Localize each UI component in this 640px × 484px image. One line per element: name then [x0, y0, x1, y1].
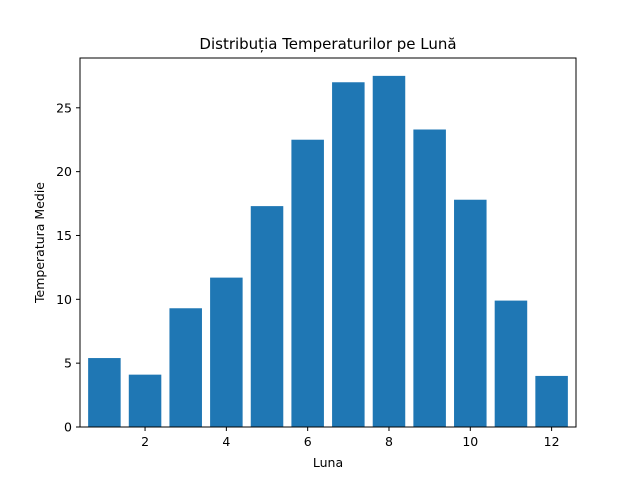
bar-month-10: [454, 199, 487, 427]
bar-month-7: [332, 82, 365, 427]
bar-month-8: [372, 75, 406, 428]
bars-group: [88, 75, 568, 428]
bar-month-2: [128, 374, 162, 427]
bar-month-9: [413, 129, 446, 428]
bar-month-5: [250, 206, 284, 427]
bar-month-1: [88, 358, 121, 427]
bar-month-11: [494, 300, 528, 427]
x-axis-label: Luna: [313, 455, 343, 470]
y-tick-label: 20: [56, 164, 72, 179]
y-tick-label: 5: [64, 356, 72, 371]
bar-month-4: [210, 277, 243, 427]
plot-frame: [79, 57, 577, 428]
x-tick-label: 4: [222, 434, 230, 449]
bar-month-6: [291, 139, 324, 428]
y-axis-label: Temperatura Medie: [32, 182, 47, 304]
x-tick-label: 2: [141, 434, 149, 449]
y-tick-label: 15: [56, 228, 72, 243]
y-tick-label: 0: [64, 420, 72, 435]
chart-title: Distribuția Temperaturilor pe Lună: [199, 35, 456, 53]
bar-month-3: [169, 308, 202, 427]
x-tick-label: 10: [462, 434, 478, 449]
x-ticks-group: 2 4 6 8 10 12: [141, 427, 560, 449]
x-tick-label: 8: [385, 434, 393, 449]
bar-month-12: [535, 375, 568, 427]
x-tick-label: 6: [304, 434, 312, 449]
x-tick-label: 12: [544, 434, 560, 449]
y-tick-label: 25: [56, 100, 72, 115]
y-tick-label: 10: [56, 292, 72, 307]
y-ticks-group: 0 5 10 15 20 25: [56, 100, 80, 435]
